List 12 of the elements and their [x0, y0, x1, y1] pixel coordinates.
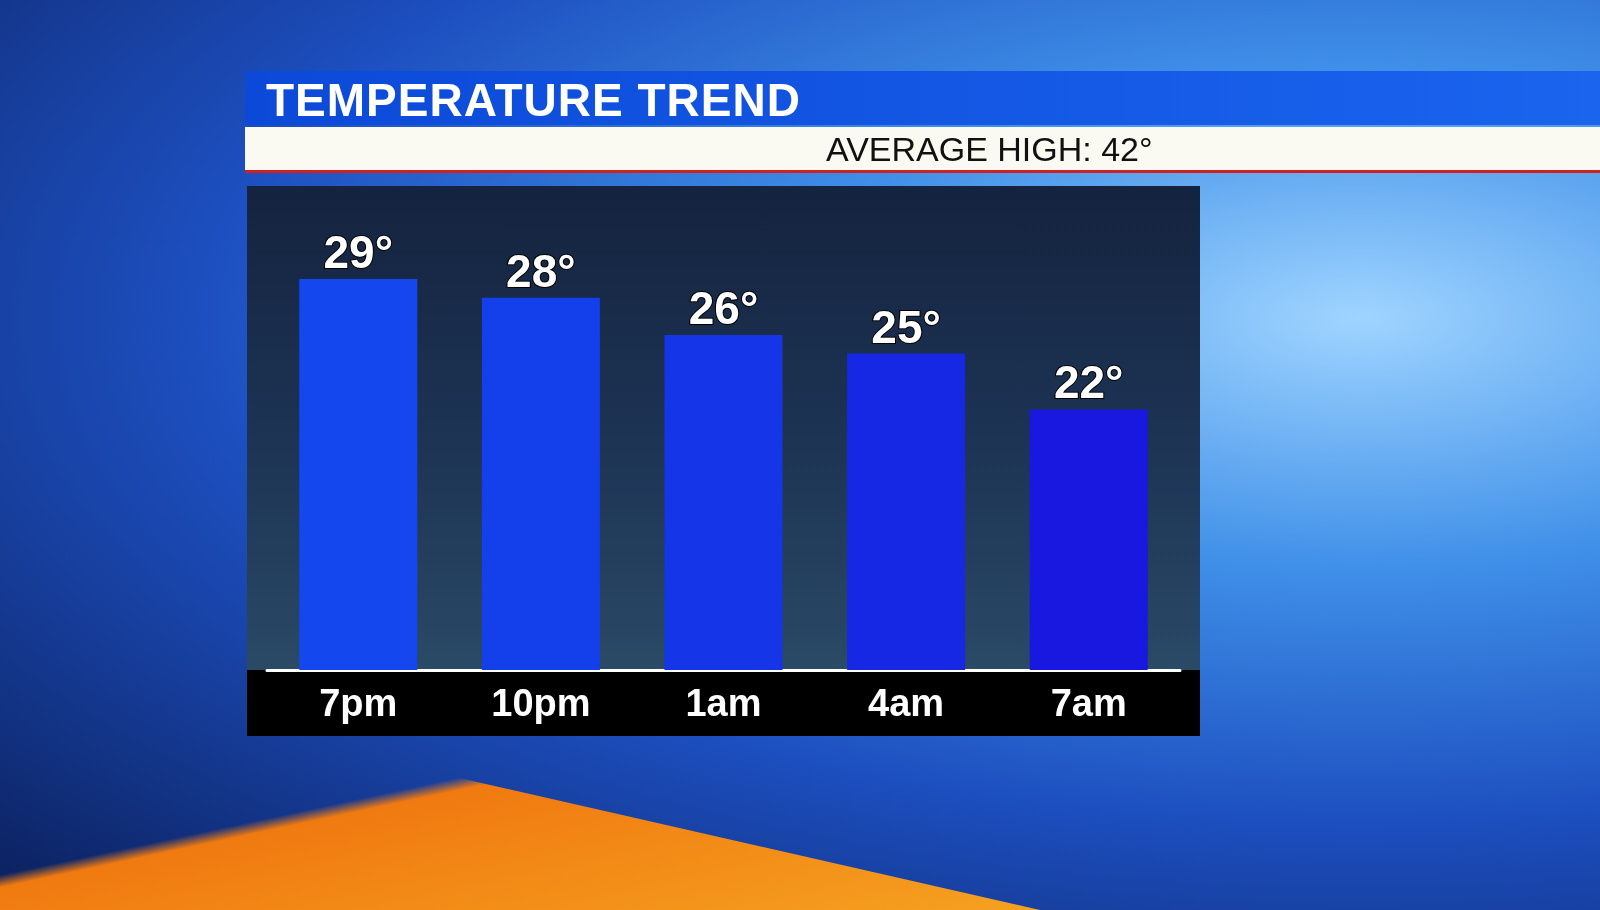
x-tick-label: 7am [1050, 682, 1127, 724]
x-tick-label: 7pm [319, 682, 398, 724]
chart-title: TEMPERATURE TREND [266, 73, 801, 127]
chart-subtitle: AVERAGE HIGH: 42° [826, 130, 1153, 169]
x-tick-label: 1am [685, 682, 762, 724]
data-label: 29° [323, 226, 394, 279]
data-label: 22° [1053, 356, 1124, 409]
x-tick-label: 4am [868, 682, 945, 724]
x-tick-label: 10pm [491, 682, 591, 724]
data-label: 25° [871, 300, 941, 353]
data-label: 26° [688, 281, 759, 334]
data-label: 28° [506, 244, 576, 297]
